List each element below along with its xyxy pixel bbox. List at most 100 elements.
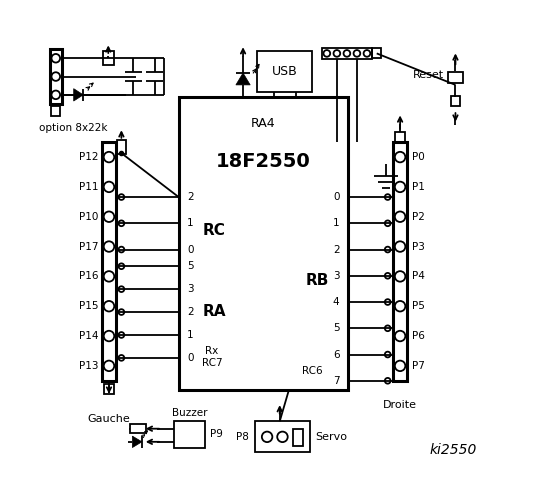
Text: Buzzer: Buzzer bbox=[171, 408, 207, 419]
Bar bbox=[294, 429, 303, 446]
Text: P12: P12 bbox=[79, 152, 98, 162]
Circle shape bbox=[395, 271, 405, 282]
Text: 2: 2 bbox=[333, 244, 340, 254]
Text: Gauche: Gauche bbox=[87, 414, 131, 424]
Circle shape bbox=[363, 50, 371, 57]
Bar bbox=[395, 132, 405, 142]
Text: RB: RB bbox=[305, 273, 328, 288]
Text: RA: RA bbox=[203, 304, 226, 319]
Text: Rx
RC7: Rx RC7 bbox=[202, 346, 222, 368]
Circle shape bbox=[262, 432, 272, 442]
Circle shape bbox=[104, 152, 114, 162]
Circle shape bbox=[104, 331, 114, 341]
Circle shape bbox=[343, 50, 350, 57]
Text: P11: P11 bbox=[79, 182, 98, 192]
Bar bbox=[103, 51, 113, 65]
Text: 5: 5 bbox=[187, 261, 194, 271]
Circle shape bbox=[51, 72, 60, 81]
Circle shape bbox=[104, 212, 114, 222]
Text: P3: P3 bbox=[411, 241, 425, 252]
Circle shape bbox=[395, 241, 405, 252]
Circle shape bbox=[385, 220, 390, 226]
Text: 2: 2 bbox=[187, 192, 194, 202]
Text: P6: P6 bbox=[411, 331, 425, 341]
Circle shape bbox=[118, 220, 124, 226]
Bar bbox=[322, 48, 372, 59]
Text: P4: P4 bbox=[411, 271, 425, 281]
Text: 2: 2 bbox=[187, 307, 194, 317]
Text: P7: P7 bbox=[411, 361, 425, 371]
Bar bbox=[393, 142, 407, 381]
Circle shape bbox=[385, 325, 390, 331]
Circle shape bbox=[118, 194, 124, 200]
Bar bbox=[51, 107, 60, 116]
Text: 0: 0 bbox=[333, 192, 340, 202]
Circle shape bbox=[118, 264, 124, 269]
Bar bbox=[179, 97, 348, 390]
Circle shape bbox=[395, 360, 405, 371]
Circle shape bbox=[324, 50, 330, 57]
Text: Servo: Servo bbox=[316, 432, 348, 442]
Text: P17: P17 bbox=[79, 241, 98, 252]
Circle shape bbox=[104, 241, 114, 252]
Text: P16: P16 bbox=[79, 271, 98, 281]
Circle shape bbox=[118, 309, 124, 315]
Circle shape bbox=[118, 247, 124, 252]
Circle shape bbox=[333, 50, 340, 57]
Polygon shape bbox=[74, 89, 83, 101]
Text: ki2550: ki2550 bbox=[430, 443, 477, 457]
Circle shape bbox=[385, 299, 390, 305]
Bar bbox=[130, 424, 147, 433]
Text: P0: P0 bbox=[411, 152, 424, 162]
Bar bbox=[372, 48, 382, 58]
Bar bbox=[448, 72, 463, 83]
Circle shape bbox=[353, 50, 360, 57]
Text: P14: P14 bbox=[79, 331, 98, 341]
Bar bbox=[117, 140, 126, 154]
Text: 0: 0 bbox=[187, 244, 194, 254]
Text: P15: P15 bbox=[79, 301, 98, 311]
Circle shape bbox=[395, 181, 405, 192]
Bar bbox=[257, 51, 312, 92]
Text: 3: 3 bbox=[333, 271, 340, 281]
Circle shape bbox=[51, 91, 60, 99]
Text: RC: RC bbox=[203, 223, 226, 238]
Text: P10: P10 bbox=[79, 212, 98, 222]
Polygon shape bbox=[236, 73, 250, 85]
Bar bbox=[102, 142, 116, 381]
Circle shape bbox=[395, 212, 405, 222]
Text: 6: 6 bbox=[333, 349, 340, 360]
Text: 1: 1 bbox=[187, 330, 194, 340]
Circle shape bbox=[385, 273, 390, 279]
Text: 18F2550: 18F2550 bbox=[216, 152, 311, 171]
Circle shape bbox=[104, 181, 114, 192]
Circle shape bbox=[395, 331, 405, 341]
Circle shape bbox=[118, 355, 124, 361]
Circle shape bbox=[104, 301, 114, 312]
Text: USB: USB bbox=[272, 65, 298, 78]
Text: option 8x22k: option 8x22k bbox=[39, 123, 108, 133]
Text: 0: 0 bbox=[187, 353, 194, 363]
Text: P13: P13 bbox=[79, 361, 98, 371]
Circle shape bbox=[277, 432, 288, 442]
Bar bbox=[255, 421, 310, 452]
Polygon shape bbox=[132, 436, 142, 447]
Text: 7: 7 bbox=[333, 376, 340, 386]
Text: 3: 3 bbox=[187, 284, 194, 294]
Circle shape bbox=[104, 271, 114, 282]
Bar bbox=[104, 384, 114, 394]
Circle shape bbox=[385, 378, 390, 384]
Circle shape bbox=[51, 54, 60, 62]
Bar bbox=[50, 49, 62, 104]
Text: P1: P1 bbox=[411, 182, 425, 192]
Text: Reset: Reset bbox=[413, 71, 444, 80]
Text: P5: P5 bbox=[411, 301, 425, 311]
Circle shape bbox=[385, 194, 390, 200]
Text: RA4: RA4 bbox=[251, 117, 276, 130]
Text: 4: 4 bbox=[333, 297, 340, 307]
Text: P9: P9 bbox=[210, 430, 223, 440]
Text: P8: P8 bbox=[237, 432, 249, 442]
Bar bbox=[174, 421, 205, 447]
Text: 1: 1 bbox=[187, 218, 194, 228]
Circle shape bbox=[395, 152, 405, 162]
